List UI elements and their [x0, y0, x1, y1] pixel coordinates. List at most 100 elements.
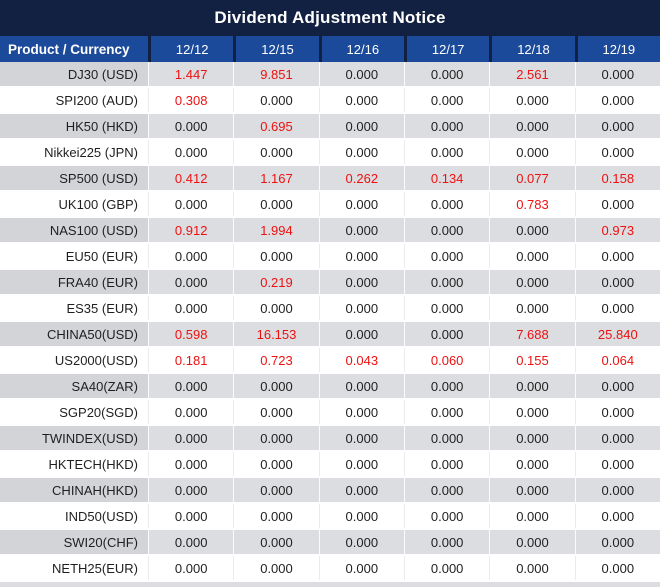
- dividend-value-cell: 25.840: [574, 322, 660, 346]
- table-row: NAS100 (USD) 0.912 1.994 0.000 0.000 0.000 0.9…: [0, 218, 660, 244]
- dividend-value-cell: 0.158: [574, 166, 660, 190]
- dividend-value-cell: 0.000: [489, 374, 575, 398]
- dividend-value-cell: 0.000: [403, 218, 490, 242]
- dividend-value-cell: 0.000: [403, 296, 490, 320]
- product-cell: CHINAH(HKD): [0, 478, 148, 502]
- dividend-value-cell: 16.153: [233, 322, 319, 346]
- dividend-value-cell: 0.000: [233, 374, 319, 398]
- dividend-value-cell: 0.060: [403, 348, 490, 372]
- dividend-value-cell: 1.447: [148, 62, 234, 86]
- dividend-value-cell: 0.000: [403, 114, 490, 138]
- dividend-value-cell: 0.000: [574, 270, 660, 294]
- dividend-value-cell: 0.912: [148, 218, 234, 242]
- dividend-value-cell: 0.000: [574, 400, 660, 424]
- dividend-value-cell: 0.000: [148, 478, 234, 502]
- dividend-value-cell: 0.134: [403, 166, 490, 190]
- col-header-date-6: 12/19: [574, 36, 660, 62]
- col-header-date-5: 12/18: [489, 36, 574, 62]
- dividend-value-cell: 0.973: [574, 218, 660, 242]
- dividend-value-cell: 0.000: [489, 218, 575, 242]
- dividend-value-cell: 0.000: [574, 426, 660, 450]
- dividend-value-cell: 0.723: [233, 348, 319, 372]
- product-cell: TWINDEX(USD): [0, 426, 148, 450]
- product-cell: SP500 (USD): [0, 166, 148, 190]
- dividend-value-cell: 0.000: [148, 556, 234, 580]
- dividend-value-cell: 0.000: [148, 114, 234, 138]
- table-row: UK100 (GBP) 0.000 0.000 0.000 0.000 0.783 0.00…: [0, 192, 660, 218]
- dividend-value-cell: 9.851: [233, 62, 319, 86]
- dividend-value-cell: 0.000: [318, 530, 404, 554]
- dividend-value-cell: 0.412: [148, 166, 234, 190]
- dividend-value-cell: 0.000: [233, 88, 319, 112]
- dividend-value-cell: 1.994: [233, 218, 319, 242]
- table-row: NETH25(EUR) 0.000 0.000 0.000 0.000 0.000 0.00…: [0, 556, 660, 582]
- table-row: SPI200 (AUD) 0.308 0.000 0.000 0.000 0.000 0.0…: [0, 88, 660, 114]
- product-cell: FRA40 (EUR): [0, 270, 148, 294]
- table-row: HKTECH(HKD) 0.000 0.000 0.000 0.000 0.000 0.00…: [0, 452, 660, 478]
- dividend-value-cell: 7.688: [489, 322, 575, 346]
- product-cell: NETH25(EUR): [0, 556, 148, 580]
- col-header-date-3: 12/16: [318, 36, 404, 62]
- dividend-value-cell: 0.000: [318, 62, 404, 86]
- dividend-value-cell: 0.000: [318, 244, 404, 268]
- product-cell: NAS100 (USD): [0, 218, 148, 242]
- dividend-value-cell: 0.000: [574, 374, 660, 398]
- bottom-strip: [0, 582, 660, 587]
- product-cell: EU50 (EUR): [0, 244, 148, 268]
- dividend-value-cell: 0.000: [574, 192, 660, 216]
- dividend-value-cell: 0.695: [233, 114, 319, 138]
- dividend-value-cell: 0.000: [403, 426, 490, 450]
- dividend-value-cell: 0.000: [403, 62, 490, 86]
- dividend-value-cell: 0.000: [233, 244, 319, 268]
- col-header-date-2: 12/15: [233, 36, 318, 62]
- dividend-value-cell: 0.077: [489, 166, 575, 190]
- dividend-value-cell: 0.000: [574, 530, 660, 554]
- col-header-date-1: 12/12: [148, 36, 233, 62]
- dividend-value-cell: 0.000: [318, 556, 404, 580]
- dividend-value-cell: 0.000: [574, 478, 660, 502]
- dividend-value-cell: 0.000: [489, 114, 575, 138]
- dividend-value-cell: 0.598: [148, 322, 234, 346]
- dividend-value-cell: 0.000: [489, 556, 575, 580]
- table-row: EU50 (EUR) 0.000 0.000 0.000 0.000 0.000 0.000: [0, 244, 660, 270]
- table-row: SWI20(CHF) 0.000 0.000 0.000 0.000 0.000 0.000: [0, 530, 660, 556]
- dividend-value-cell: 0.000: [318, 452, 404, 476]
- dividend-value-cell: 0.000: [403, 556, 490, 580]
- table-row: SGP20(SGD) 0.000 0.000 0.000 0.000 0.000 0.000: [0, 400, 660, 426]
- table-row: DJ30 (USD) 1.447 9.851 0.000 0.000 2.561 0.000: [0, 62, 660, 88]
- dividend-value-cell: 0.000: [403, 88, 490, 112]
- dividend-value-cell: 0.000: [148, 374, 234, 398]
- dividend-value-cell: 0.043: [318, 348, 404, 372]
- dividend-value-cell: 0.000: [574, 140, 660, 164]
- product-cell: SPI200 (AUD): [0, 88, 148, 112]
- table-row: SP500 (USD) 0.412 1.167 0.262 0.134 0.077 0.15…: [0, 166, 660, 192]
- dividend-value-cell: 0.000: [489, 270, 575, 294]
- dividend-value-cell: 0.000: [233, 556, 319, 580]
- table-body: DJ30 (USD) 1.447 9.851 0.000 0.000 2.561 0.000…: [0, 62, 660, 582]
- dividend-value-cell: 0.000: [489, 426, 575, 450]
- dividend-value-cell: 0.000: [233, 504, 319, 528]
- table-row: SA40(ZAR) 0.000 0.000 0.000 0.000 0.000 0.000: [0, 374, 660, 400]
- product-cell: DJ30 (USD): [0, 62, 148, 86]
- dividend-value-cell: 0.000: [233, 530, 319, 554]
- dividend-value-cell: 0.000: [148, 192, 234, 216]
- table-row: TWINDEX(USD) 0.000 0.000 0.000 0.000 0.000 0.0…: [0, 426, 660, 452]
- dividend-value-cell: 0.000: [318, 270, 404, 294]
- dividend-value-cell: 0.000: [403, 374, 490, 398]
- table-row: CHINA50(USD) 0.598 16.153 0.000 0.000 7.688 25…: [0, 322, 660, 348]
- dividend-value-cell: 0.000: [148, 504, 234, 528]
- product-cell: UK100 (GBP): [0, 192, 148, 216]
- table-row: ES35 (EUR) 0.000 0.000 0.000 0.000 0.000 0.000: [0, 296, 660, 322]
- dividend-value-cell: 0.000: [233, 140, 319, 164]
- dividend-value-cell: 0.000: [403, 504, 490, 528]
- product-cell: IND50(USD): [0, 504, 148, 528]
- dividend-value-cell: 0.000: [233, 426, 319, 450]
- dividend-value-cell: 0.000: [233, 400, 319, 424]
- dividend-value-cell: 0.000: [574, 62, 660, 86]
- dividend-value-cell: 0.000: [574, 244, 660, 268]
- table-row: Nikkei225 (JPN) 0.000 0.000 0.000 0.000 0.000…: [0, 140, 660, 166]
- product-cell: US2000(USD): [0, 348, 148, 372]
- dividend-value-cell: 0.000: [148, 270, 234, 294]
- table-row: IND50(USD) 0.000 0.000 0.000 0.000 0.000 0.000: [0, 504, 660, 530]
- dividend-value-cell: 0.000: [403, 192, 490, 216]
